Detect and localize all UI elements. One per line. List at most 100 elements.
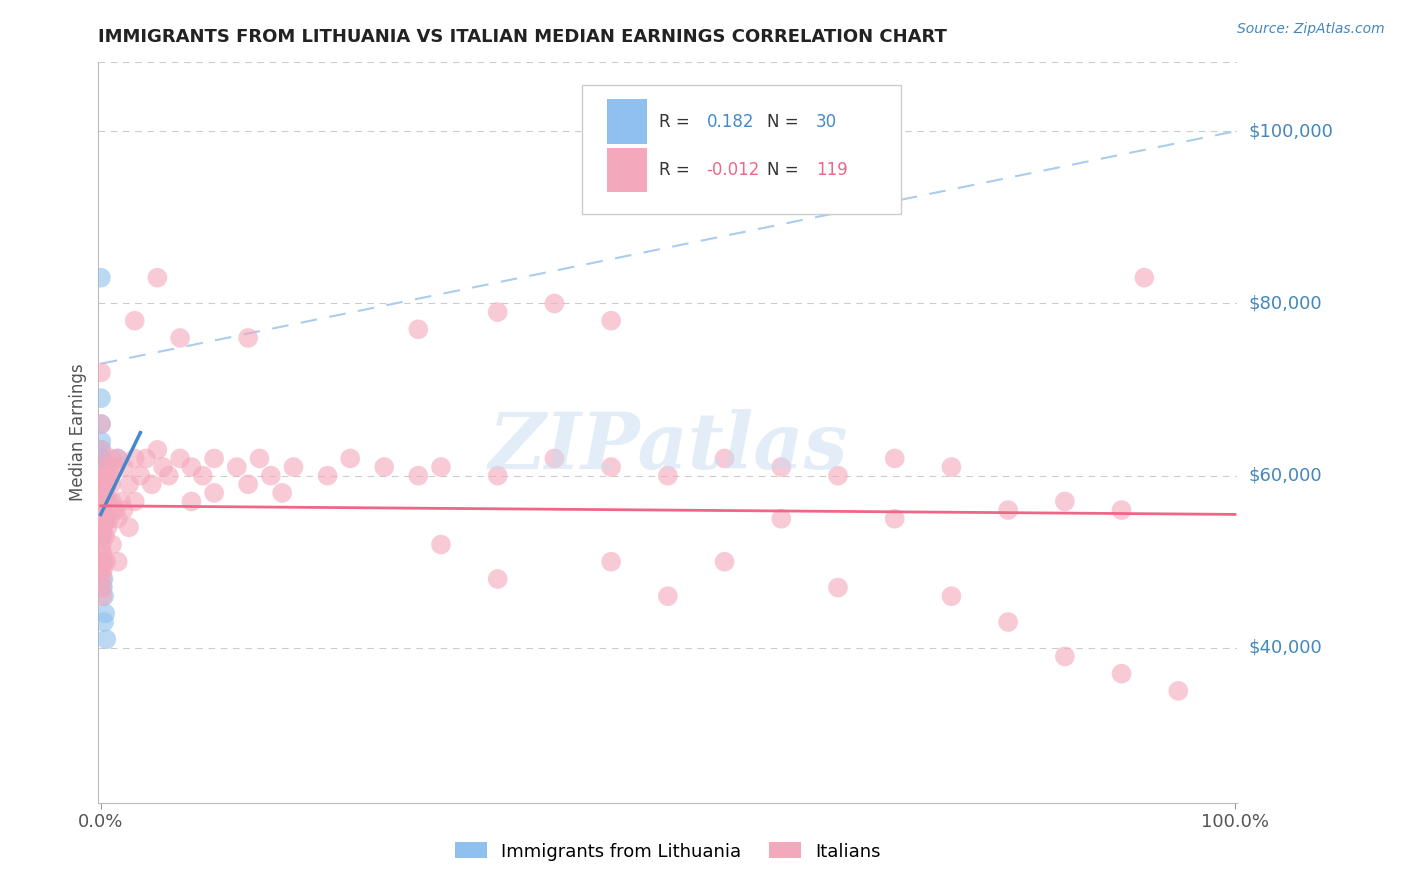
Point [236, 331, 259, 345]
Text: $40,000: $40,000 [1249, 639, 1322, 657]
Point [90, 460, 112, 475]
Bar [607, 99, 647, 144]
Point [91, 581, 114, 595]
Point [883, 512, 905, 526]
Point [141, 477, 163, 491]
Y-axis label: Median Earnings: Median Earnings [69, 364, 87, 501]
Text: $60,000: $60,000 [1249, 467, 1322, 484]
Point [93, 512, 115, 526]
Point [90, 468, 112, 483]
Point [94, 529, 117, 543]
Point [373, 460, 395, 475]
Point [94, 607, 117, 621]
Text: ZIPatlas: ZIPatlas [488, 409, 848, 485]
Point [271, 486, 294, 500]
Point [249, 451, 271, 466]
Point [96, 512, 118, 526]
Point [100, 477, 122, 491]
Point [91, 477, 114, 491]
Point [157, 468, 180, 483]
Point [1111, 666, 1133, 681]
Point [408, 322, 430, 336]
Point [96, 477, 118, 491]
Point [146, 442, 169, 457]
Point [91, 503, 114, 517]
Point [90, 434, 112, 449]
Point [91, 486, 114, 500]
Point [93, 615, 115, 629]
Point [90, 417, 112, 431]
Point [90, 477, 112, 491]
Point [101, 451, 124, 466]
Point [90, 477, 112, 491]
Point [883, 451, 905, 466]
Point [90, 563, 112, 577]
Point [90, 442, 112, 457]
Point [98, 512, 121, 526]
Point [91, 555, 114, 569]
Point [98, 468, 121, 483]
Point [430, 460, 453, 475]
Point [107, 451, 129, 466]
Point [91, 563, 114, 577]
Point [97, 460, 120, 475]
Point [90, 468, 112, 483]
Point [770, 460, 793, 475]
Point [103, 460, 125, 475]
Point [101, 537, 124, 551]
Text: $100,000: $100,000 [1249, 122, 1333, 140]
Point [91, 512, 114, 526]
Point [93, 555, 115, 569]
Point [1053, 649, 1076, 664]
Point [96, 512, 118, 526]
Point [110, 494, 132, 508]
Point [90, 512, 112, 526]
Point [180, 460, 202, 475]
Text: IMMIGRANTS FROM LITHUANIA VS ITALIAN MEDIAN EARNINGS CORRELATION CHART: IMMIGRANTS FROM LITHUANIA VS ITALIAN MED… [98, 28, 948, 45]
Point [93, 589, 115, 603]
Point [91, 589, 114, 603]
Point [91, 572, 114, 586]
Point [713, 555, 735, 569]
Point [94, 494, 117, 508]
Point [202, 486, 225, 500]
Bar [607, 147, 647, 192]
Text: Source: ZipAtlas.com: Source: ZipAtlas.com [1237, 22, 1385, 37]
Point [543, 451, 565, 466]
Point [107, 555, 129, 569]
Point [225, 460, 247, 475]
Point [339, 451, 361, 466]
Point [112, 460, 135, 475]
Point [941, 589, 963, 603]
Point [91, 555, 114, 569]
Point [316, 468, 339, 483]
Text: R =: R = [659, 112, 695, 130]
Point [90, 460, 112, 475]
Point [236, 477, 259, 491]
Point [93, 468, 115, 483]
Point [543, 296, 565, 310]
Point [152, 460, 174, 475]
Text: $80,000: $80,000 [1249, 294, 1322, 312]
Legend: Immigrants from Lithuania, Italians: Immigrants from Lithuania, Italians [447, 835, 889, 868]
Point [90, 537, 112, 551]
Point [827, 468, 849, 483]
Point [600, 460, 623, 475]
Point [107, 451, 129, 466]
Point [90, 512, 112, 526]
Point [486, 572, 509, 586]
Text: 0.182: 0.182 [707, 112, 754, 130]
Point [146, 270, 169, 285]
Point [600, 555, 623, 569]
Point [91, 503, 114, 517]
Point [486, 468, 509, 483]
Point [135, 451, 157, 466]
Point [90, 494, 112, 508]
Point [107, 512, 129, 526]
Point [91, 512, 114, 526]
Point [96, 468, 118, 483]
Point [827, 581, 849, 595]
Point [96, 632, 118, 647]
Point [97, 494, 120, 508]
Point [118, 477, 141, 491]
